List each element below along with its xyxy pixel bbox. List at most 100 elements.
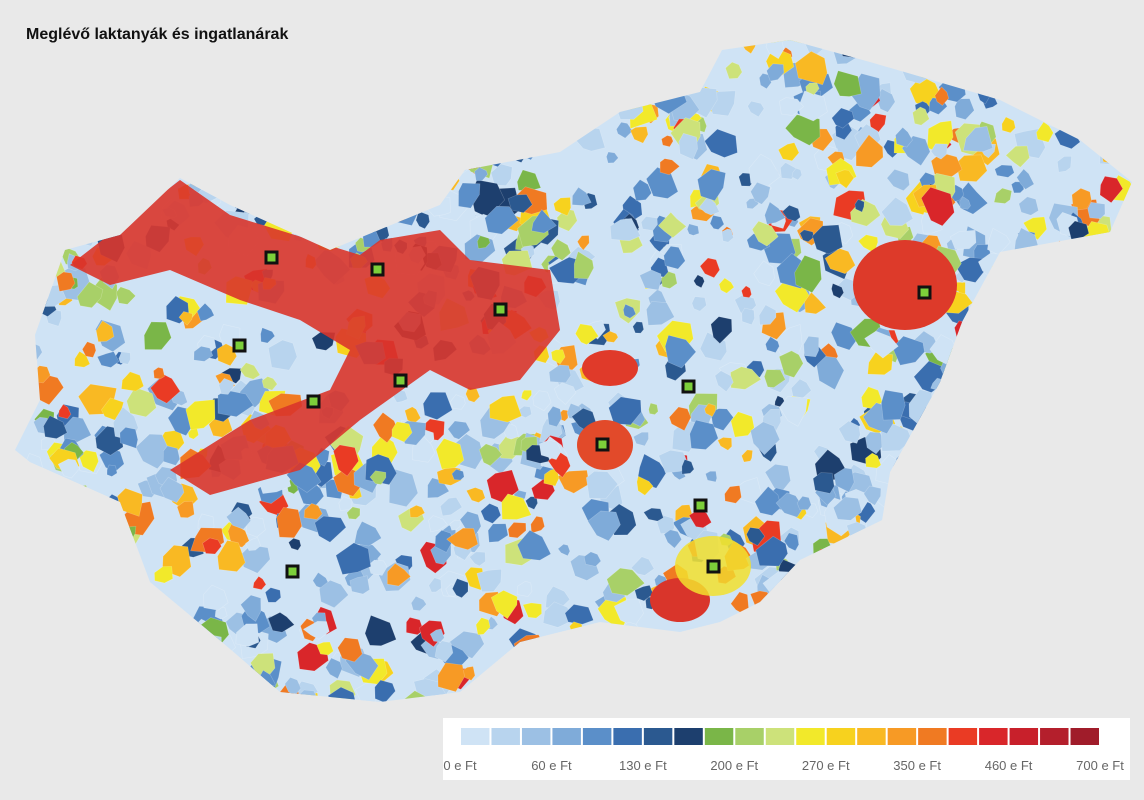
- region: [896, 622, 929, 650]
- region: [538, 131, 559, 153]
- region: [1023, 684, 1047, 702]
- region: [657, 211, 687, 239]
- region: [1064, 531, 1090, 560]
- region: [987, 387, 1003, 406]
- region: [750, 421, 781, 456]
- region: [658, 449, 690, 474]
- region: [985, 354, 1008, 382]
- region: [532, 390, 552, 412]
- region: [833, 467, 855, 493]
- region: [329, 81, 352, 102]
- region: [608, 396, 642, 426]
- region: [1060, 606, 1089, 640]
- region: [912, 106, 930, 126]
- legend-swatch: [491, 728, 520, 745]
- region: [651, 54, 673, 84]
- region: [237, 159, 253, 174]
- region: [550, 238, 572, 261]
- region: [833, 70, 862, 97]
- region: [384, 128, 422, 164]
- region: [169, 129, 202, 168]
- region: [81, 42, 103, 65]
- region: [447, 420, 471, 440]
- legend-label: 130 e Ft: [619, 758, 667, 773]
- region: [963, 126, 994, 153]
- region: [1050, 398, 1066, 417]
- region: [76, 281, 104, 309]
- region: [1106, 455, 1132, 485]
- region: [840, 673, 861, 695]
- region: [516, 647, 553, 677]
- region: [755, 535, 789, 567]
- region: [1037, 101, 1050, 115]
- region: [198, 48, 218, 69]
- region: [303, 503, 323, 520]
- region: [601, 40, 637, 59]
- region: [994, 164, 1015, 178]
- region: [678, 132, 698, 160]
- region: [361, 169, 375, 184]
- legend-swatch: [796, 728, 825, 745]
- region: [741, 307, 755, 326]
- region: [73, 659, 93, 682]
- region: [83, 88, 111, 121]
- region: [391, 421, 413, 443]
- region: [988, 615, 1023, 644]
- region: [587, 638, 604, 655]
- region: [999, 594, 1028, 625]
- region: [302, 620, 330, 640]
- region: [332, 40, 353, 47]
- region: [340, 193, 368, 221]
- region: [638, 40, 665, 63]
- region: [367, 73, 384, 90]
- region: [269, 150, 301, 177]
- region: [111, 140, 135, 163]
- region: [1028, 683, 1053, 702]
- region: [233, 52, 251, 69]
- region: [1088, 674, 1106, 690]
- legend-swatch: [735, 728, 764, 745]
- region: [221, 130, 244, 154]
- region: [1028, 611, 1054, 636]
- region: [276, 507, 303, 539]
- region: [1096, 84, 1126, 112]
- region: [906, 530, 921, 544]
- region: [1052, 486, 1070, 503]
- region: [474, 166, 489, 182]
- region: [130, 78, 150, 100]
- region: [796, 642, 819, 665]
- region: [781, 204, 801, 222]
- region: [556, 208, 578, 232]
- region: [866, 656, 891, 681]
- map-title: Meglévő laktanyák és ingatlanárak: [26, 26, 288, 43]
- region: [531, 209, 557, 234]
- region: [227, 522, 250, 548]
- region: [987, 377, 1019, 407]
- region: [765, 336, 780, 353]
- region: [573, 251, 595, 280]
- region: [794, 255, 822, 293]
- region: [288, 537, 302, 551]
- region: [401, 40, 436, 72]
- region: [975, 515, 1007, 550]
- region: [26, 505, 58, 543]
- region: [777, 142, 800, 162]
- region: [1022, 216, 1048, 241]
- region: [950, 571, 963, 583]
- region: [354, 521, 382, 547]
- region: [403, 40, 422, 55]
- region: [895, 607, 909, 620]
- region: [970, 655, 991, 682]
- region: [15, 543, 36, 575]
- region: [1115, 596, 1129, 610]
- region: [643, 507, 664, 522]
- region: [67, 682, 102, 702]
- region: [775, 492, 804, 518]
- region: [113, 616, 141, 646]
- region: [1061, 403, 1075, 417]
- region: [185, 399, 216, 430]
- region: [493, 51, 516, 76]
- region: [855, 134, 884, 168]
- region: [283, 124, 316, 156]
- region: [449, 394, 466, 410]
